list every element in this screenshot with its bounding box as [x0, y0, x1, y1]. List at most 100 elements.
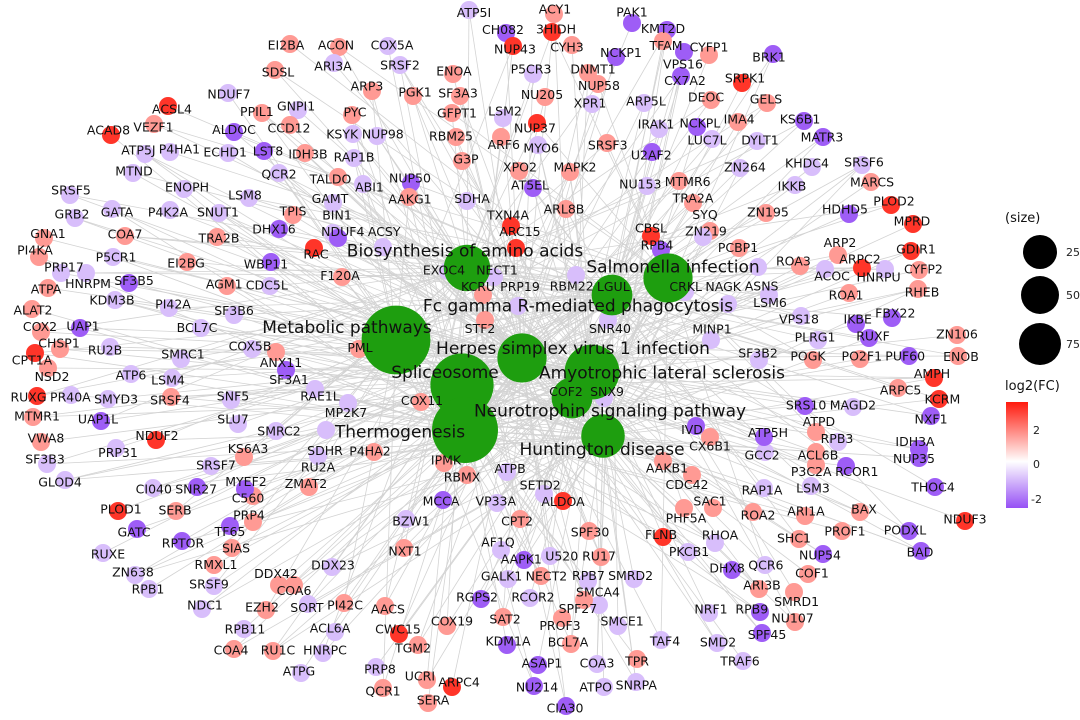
gene-node[interactable] [144, 479, 162, 497]
gene-node[interactable] [675, 43, 693, 61]
gene-node[interactable] [99, 390, 117, 408]
gene-node[interactable] [178, 253, 196, 271]
gene-node[interactable] [494, 109, 512, 127]
gene-node[interactable] [679, 543, 697, 561]
gene-node[interactable] [161, 201, 179, 219]
gene-node[interactable] [744, 503, 762, 521]
category-node[interactable] [581, 414, 625, 458]
gene-node[interactable] [833, 522, 851, 540]
gene-node[interactable] [829, 433, 847, 451]
gene-node[interactable] [730, 239, 748, 257]
gene-node[interactable] [704, 499, 722, 517]
gene-node[interactable] [729, 113, 747, 131]
gene-node[interactable] [751, 603, 769, 621]
gene-node[interactable] [257, 601, 275, 619]
gene-node[interactable] [545, 5, 563, 23]
gene-node[interactable] [106, 291, 124, 309]
gene-node[interactable] [853, 259, 871, 277]
gene-node[interactable] [507, 239, 525, 257]
gene-node[interactable] [329, 168, 347, 186]
gene-node[interactable] [162, 388, 180, 406]
gene-node[interactable] [145, 115, 163, 133]
gene-node[interactable] [324, 194, 342, 212]
gene-node[interactable] [688, 118, 706, 136]
gene-node[interactable] [599, 311, 617, 329]
gene-node[interactable] [391, 56, 409, 74]
gene-node[interactable] [529, 656, 547, 674]
gene-node[interactable] [344, 125, 362, 143]
gene-node[interactable] [687, 417, 705, 435]
gene-node[interactable] [904, 215, 922, 233]
gene-node[interactable] [267, 343, 285, 361]
gene-node[interactable] [795, 112, 813, 130]
gene-node[interactable] [579, 572, 597, 590]
gene-node[interactable] [202, 457, 220, 475]
gene-node[interactable] [116, 227, 134, 245]
gene-node[interactable] [402, 174, 420, 192]
gene-node[interactable] [541, 547, 559, 565]
gene-node[interactable] [731, 159, 749, 177]
gene-node[interactable] [281, 35, 299, 53]
gene-node[interactable] [807, 443, 825, 461]
gene-node[interactable] [785, 583, 803, 601]
gene-node[interactable] [367, 658, 385, 676]
gene-node[interactable] [509, 297, 527, 315]
gene-node[interactable] [598, 134, 616, 152]
gene-node[interactable] [61, 186, 79, 204]
gene-node[interactable] [734, 652, 752, 670]
gene-node[interactable] [702, 91, 720, 109]
gene-node[interactable] [554, 492, 572, 510]
gene-node[interactable] [553, 609, 571, 627]
gene-node[interactable] [266, 61, 284, 79]
gene-node[interactable] [368, 127, 386, 145]
gene-node[interactable] [900, 347, 918, 365]
gene-node[interactable] [26, 344, 44, 362]
gene-node[interactable] [104, 248, 122, 266]
gene-node[interactable] [557, 697, 575, 715]
category-node[interactable] [551, 377, 593, 419]
gene-node[interactable] [791, 257, 809, 275]
gene-node[interactable] [333, 268, 351, 286]
gene-node[interactable] [628, 650, 646, 668]
gene-node[interactable] [837, 457, 855, 475]
gene-node[interactable] [270, 164, 288, 182]
gene-node[interactable] [702, 331, 720, 349]
gene-node[interactable] [625, 570, 643, 588]
gene-node[interactable] [543, 23, 561, 41]
gene-node[interactable] [756, 556, 774, 574]
gene-node[interactable] [757, 204, 775, 222]
gene-node[interactable] [219, 144, 237, 162]
gene-node[interactable] [208, 228, 226, 246]
gene-node[interactable] [395, 539, 413, 557]
gene-node[interactable] [292, 664, 310, 682]
gene-node[interactable] [35, 229, 53, 247]
gene-node[interactable] [264, 642, 282, 660]
gene-node[interactable] [922, 407, 940, 425]
gene-node[interactable] [343, 106, 361, 124]
gene-node[interactable] [376, 597, 394, 615]
gene-node[interactable] [329, 229, 347, 247]
gene-node[interactable] [107, 439, 125, 457]
gene-node[interactable] [374, 238, 392, 256]
gene-node[interactable] [23, 300, 41, 318]
gene-node[interactable] [400, 188, 418, 206]
gene-node[interactable] [244, 513, 262, 531]
gene-node[interactable] [66, 209, 84, 227]
gene-node[interactable] [229, 415, 247, 433]
gene-node[interactable] [590, 596, 608, 614]
gene-node[interactable] [270, 220, 288, 238]
gene-node[interactable] [700, 604, 718, 622]
gene-node[interactable] [851, 350, 869, 368]
gene-node[interactable] [255, 142, 273, 160]
gene-node[interactable] [524, 65, 542, 83]
gene-node[interactable] [419, 694, 437, 712]
gene-node[interactable] [28, 387, 46, 405]
gene-node[interactable] [136, 145, 154, 163]
gene-node[interactable] [325, 54, 343, 72]
gene-node[interactable] [285, 576, 303, 594]
gene-node[interactable] [147, 431, 165, 449]
gene-node[interactable] [925, 369, 943, 387]
gene-node[interactable] [443, 678, 461, 696]
category-node[interactable] [643, 253, 693, 303]
gene-node[interactable] [498, 636, 516, 654]
